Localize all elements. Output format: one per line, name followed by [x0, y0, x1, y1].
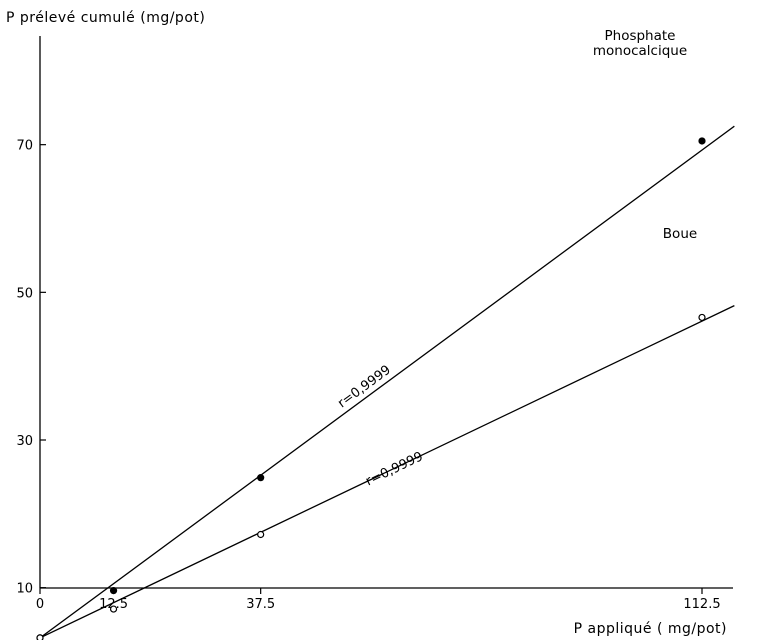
y-tick-label: 70 [16, 139, 33, 154]
y-tick-label: 50 [16, 286, 33, 301]
data-points [36, 137, 706, 640]
x-axis-title: P appliqué ( mg/pot) [574, 621, 727, 637]
fit-lines [39, 125, 735, 639]
x-tick-label: 0 [36, 597, 44, 612]
y-tick-label: 30 [16, 434, 33, 449]
series-label: monocalcique [593, 43, 687, 59]
y-axis-title: P prélevé cumulé (mg/pot) [6, 10, 205, 26]
data-point-filled [257, 474, 265, 482]
series-label: Phosphate [605, 28, 676, 44]
axis-ticks: 0 12.5 37.5 112.5 10 30 50 70 [16, 139, 720, 612]
x-tick-label: 12.5 [99, 597, 128, 612]
axes [39, 36, 733, 589]
data-point-open [698, 313, 706, 322]
data-point-filled [698, 137, 706, 145]
data-point-open [109, 605, 118, 613]
correlation-label: r=0,9999 [363, 449, 425, 489]
series-label: Boue [663, 226, 697, 242]
data-point-open [36, 634, 44, 640]
x-tick-label: 112.5 [683, 597, 720, 612]
y-tick-label: 10 [16, 582, 33, 597]
data-point-open [257, 530, 265, 539]
fit-line-2 [39, 305, 735, 639]
x-tick-label: 37.5 [246, 597, 275, 612]
correlation-label: r=0,9999 [335, 363, 394, 412]
data-point-filled [109, 587, 118, 595]
fit-line-1 [39, 125, 735, 639]
